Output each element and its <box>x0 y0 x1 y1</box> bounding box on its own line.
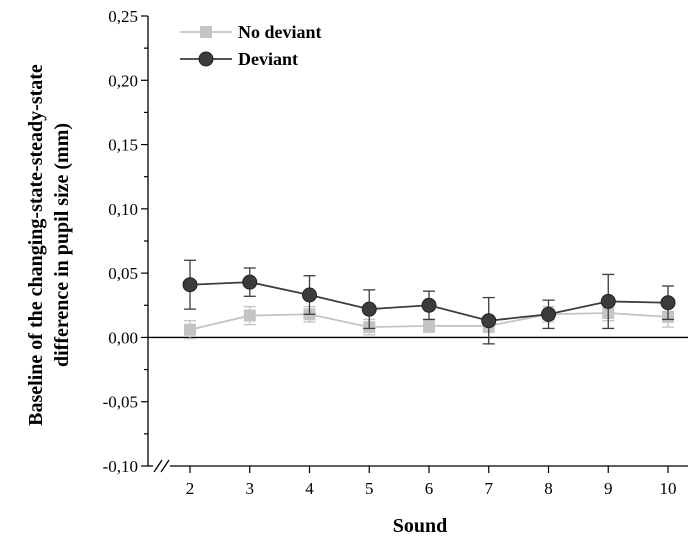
x-tick-label: 2 <box>186 479 195 498</box>
x-tick-label: 3 <box>246 479 255 498</box>
legend-marker-deviant <box>198 51 214 67</box>
plot-area <box>182 259 676 345</box>
y-tick-label: 0,05 <box>108 264 138 283</box>
x-tick-label: 6 <box>425 479 434 498</box>
legend-marker-no-deviant <box>200 26 212 38</box>
deviant-point <box>361 301 377 317</box>
no-deviant-point <box>243 309 256 322</box>
axes: -0,10 -0,05 0,00 0,05 0,10 0,15 0,20 0,25 2 3 4 5 6 7… <box>103 7 688 498</box>
x-tick-label: 9 <box>604 479 613 498</box>
y-tick-label: 0,00 <box>108 328 138 347</box>
axis-break-mark <box>160 459 170 473</box>
deviant-point <box>541 306 556 322</box>
x-tick-label: 5 <box>365 479 374 498</box>
deviant-point <box>302 287 317 303</box>
y-tick-label: 0,25 <box>108 7 138 26</box>
y-tick-label: -0,05 <box>103 393 138 412</box>
y-tick-label: 0,20 <box>108 71 138 90</box>
y-tick-label: 0,15 <box>108 136 138 155</box>
legend: No deviant Deviant <box>180 22 322 69</box>
deviant-point <box>660 295 676 311</box>
axis-break-mark <box>153 459 163 473</box>
deviant-point <box>242 274 258 290</box>
deviant-point <box>600 293 616 309</box>
x-tick-label: 8 <box>544 479 553 498</box>
deviant-point <box>421 297 437 313</box>
y-tick-label: -0,10 <box>103 457 138 476</box>
x-axis-title: Sound <box>393 515 448 537</box>
deviant-point <box>481 313 497 329</box>
x-tick-label: 7 <box>485 479 494 498</box>
y-axis-title-line-1: Baseline of the changing-state-steady-st… <box>25 64 47 426</box>
legend-label-no-deviant: No deviant <box>238 22 322 42</box>
no-deviant-point <box>184 323 196 336</box>
no-deviant-point <box>423 319 435 332</box>
legend-label-deviant: Deviant <box>238 49 298 69</box>
x-tick-label: 4 <box>305 479 314 498</box>
y-axis-title-line-2: difference in pupil size (mm) <box>51 123 73 367</box>
deviant-point <box>182 277 198 293</box>
y-tick-label: 0,10 <box>108 200 138 219</box>
x-tick-label: 10 <box>660 479 677 498</box>
